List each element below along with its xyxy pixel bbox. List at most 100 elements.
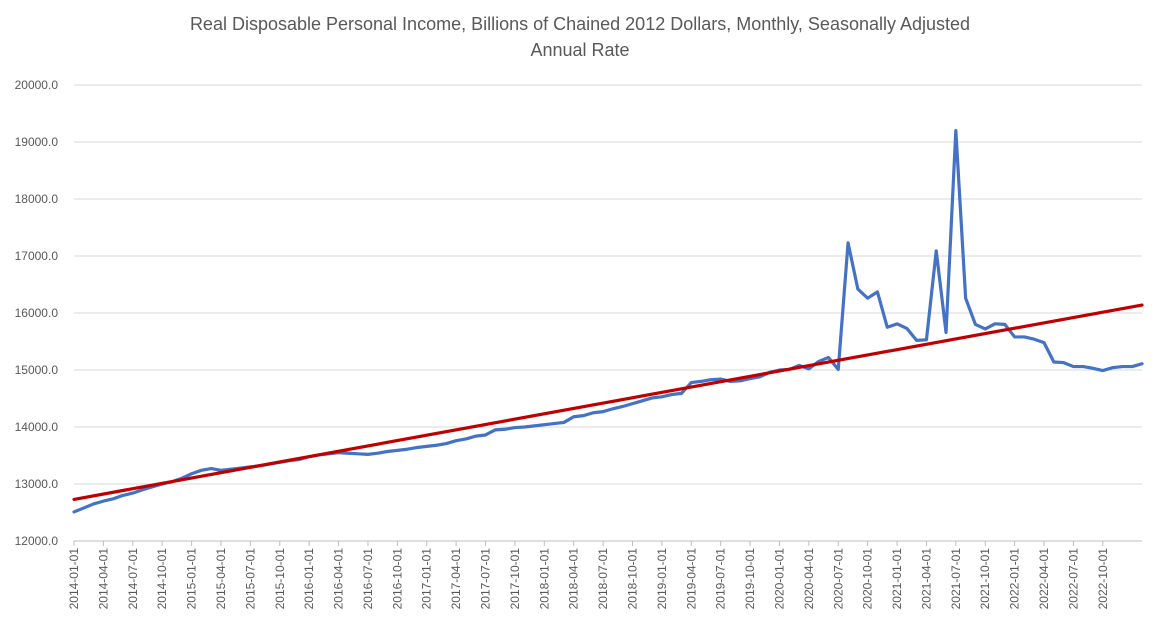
data-point	[1033, 338, 1036, 341]
x-tick-label: 2016-01-01	[302, 548, 316, 610]
x-tick-label: 2017-10-01	[508, 548, 522, 610]
x-tick-label: 2020-01-01	[772, 548, 786, 610]
data-point	[700, 380, 702, 383]
data-point	[808, 368, 810, 370]
data-point	[896, 323, 898, 325]
x-tick-label: 2017-07-01	[479, 548, 493, 610]
x-tick-label: 2020-10-01	[861, 548, 875, 610]
data-point	[886, 326, 889, 329]
data-point	[406, 448, 408, 451]
x-tick-label: 2018-10-01	[625, 548, 639, 610]
data-point	[719, 378, 722, 380]
x-tick-label: 2020-04-01	[802, 548, 816, 610]
data-point	[857, 288, 859, 290]
x-tick-label: 2021-04-01	[919, 548, 933, 610]
data-point	[386, 450, 389, 453]
data-point	[739, 380, 742, 382]
data-point	[92, 503, 95, 505]
data-point	[1013, 336, 1016, 338]
data-point	[925, 338, 928, 341]
x-axis: 2014-01-01 2014-04-01 2014-07-01 2014-10-01…	[67, 541, 1110, 609]
plot-area	[72, 129, 1144, 514]
data-point	[1121, 365, 1124, 368]
y-axis: 12000.0 13000.0 14000.0 15000.0 16000.0 17000…	[15, 78, 59, 548]
data-point	[494, 429, 497, 431]
data-point	[935, 250, 938, 252]
data-point	[112, 498, 114, 500]
data-point	[83, 507, 85, 509]
data-point	[641, 399, 644, 402]
data-point	[1023, 336, 1026, 338]
data-point	[465, 438, 467, 440]
data-point	[670, 393, 673, 396]
x-tick-label: 2022-10-01	[1096, 548, 1110, 610]
data-point	[1102, 369, 1104, 372]
data-point	[837, 368, 840, 371]
chart-title-line-1: Real Disposable Personal Income, Billion…	[189, 14, 971, 34]
data-point	[759, 376, 761, 378]
data-point	[435, 444, 438, 447]
x-tick-label: 2014-10-01	[155, 548, 169, 610]
data-point	[73, 511, 75, 513]
y-tick-label: 15000.0	[15, 363, 59, 377]
data-point	[847, 242, 849, 244]
data-point	[425, 445, 428, 448]
x-tick-label: 2021-10-01	[978, 548, 992, 610]
chart-title-line-2: Annual Rate	[530, 40, 630, 60]
data-point	[1062, 361, 1065, 364]
data-point	[102, 500, 105, 502]
data-point	[416, 446, 418, 449]
gridlines	[74, 84, 1142, 542]
data-point	[523, 426, 526, 428]
data-point	[347, 452, 350, 455]
data-point	[827, 356, 830, 359]
x-tick-label: 2019-10-01	[743, 548, 757, 610]
data-point	[592, 411, 595, 414]
y-tick-label: 17000.0	[15, 249, 59, 263]
y-tick-label: 20000.0	[15, 78, 59, 92]
x-tick-label: 2017-04-01	[449, 548, 463, 610]
x-tick-label: 2014-04-01	[96, 548, 110, 610]
data-point	[210, 467, 212, 470]
x-tick-label: 2019-07-01	[714, 548, 728, 610]
x-tick-label: 2014-07-01	[126, 548, 140, 610]
x-tick-label: 2018-07-01	[596, 548, 610, 610]
x-tick-label: 2022-01-01	[1008, 548, 1022, 610]
data-point	[945, 331, 947, 334]
data-point	[1043, 341, 1045, 344]
data-point	[445, 442, 448, 445]
data-point	[220, 469, 222, 472]
data-point	[680, 392, 683, 395]
data-point	[122, 494, 124, 497]
data-point	[357, 452, 359, 455]
x-tick-label: 2015-07-01	[243, 548, 257, 610]
data-point	[1004, 323, 1006, 326]
data-point	[533, 425, 536, 427]
data-point	[915, 339, 918, 342]
data-point	[749, 377, 751, 380]
x-tick-label: 2021-01-01	[890, 548, 904, 610]
x-tick-label: 2019-01-01	[655, 548, 669, 610]
data-point	[367, 453, 369, 456]
x-tick-label: 2016-04-01	[332, 548, 346, 610]
data-point	[876, 291, 879, 293]
data-point	[631, 402, 634, 405]
data-point	[1092, 367, 1094, 370]
data-point	[1072, 365, 1075, 368]
data-point	[690, 381, 693, 384]
data-point	[200, 469, 203, 472]
data-point	[484, 434, 487, 436]
data-point	[612, 407, 614, 410]
x-tick-label: 2019-04-01	[684, 548, 698, 610]
x-tick-label: 2018-04-01	[567, 548, 581, 610]
data-point	[661, 395, 663, 398]
data-point	[543, 423, 546, 426]
data-point	[582, 414, 585, 417]
income-series-line	[72, 129, 1144, 514]
data-point	[974, 323, 977, 326]
data-point	[984, 328, 987, 330]
x-tick-label: 2015-04-01	[214, 548, 228, 610]
data-point	[1111, 366, 1114, 369]
